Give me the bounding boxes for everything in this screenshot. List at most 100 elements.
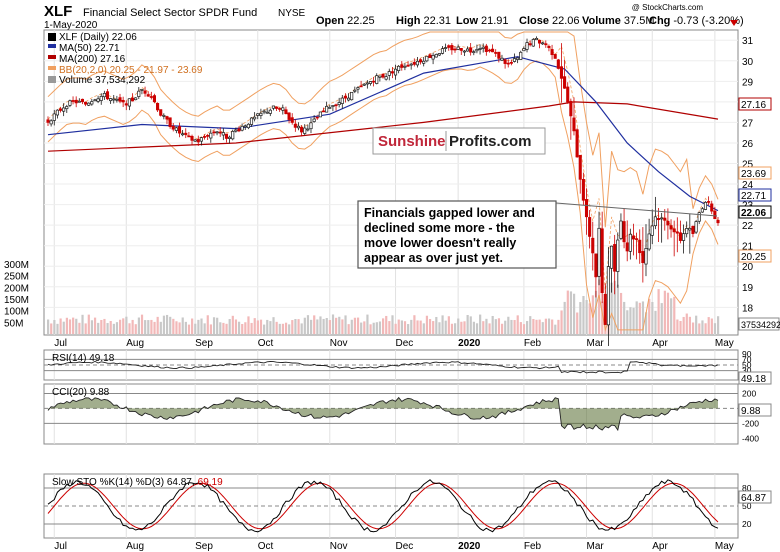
tag-bb-upper-text: 23.69 (741, 169, 766, 180)
volume-bar-213 (713, 323, 717, 334)
candle-body-37 (162, 114, 166, 117)
x-label-bottom-10: May (715, 541, 734, 552)
volume-bar-119 (419, 320, 422, 334)
candle-body-138 (478, 48, 482, 50)
candle-body-159 (544, 43, 548, 46)
x-label-top-10: May (715, 338, 734, 349)
tag-close-text: 22.06 (741, 208, 766, 219)
xlf-swatch (48, 33, 56, 41)
candle-body-204 (685, 228, 689, 235)
volume-bar-38 (165, 314, 169, 334)
low-label: Low (456, 15, 478, 27)
candle-body-5 (62, 107, 66, 112)
price-tick-13: 18 (742, 303, 754, 314)
candle-body-201 (675, 231, 679, 234)
candle-body-118 (415, 60, 419, 66)
tag-volume (738, 317, 780, 331)
volume-bar-121 (425, 315, 429, 334)
candle-body-26 (127, 98, 131, 107)
sto-tag (738, 490, 772, 504)
volume-bar-110 (391, 315, 394, 334)
volume-bar-26 (128, 323, 131, 334)
candle-body-2 (52, 113, 56, 121)
candle-body-31 (143, 90, 147, 94)
volume-bar-35 (156, 316, 159, 334)
volume-bar-212 (710, 318, 713, 334)
volume-tick-1: 250M (4, 272, 29, 283)
ma200-line (47, 101, 719, 152)
candle-body-203 (682, 233, 686, 241)
candle-body-185 (625, 242, 629, 252)
volume-bar-152 (522, 324, 526, 334)
candle-body-160 (547, 45, 551, 48)
candle-body-79 (293, 123, 297, 128)
candle-body-122 (428, 54, 432, 58)
volume-bar-185 (626, 310, 629, 334)
volume-bar-99 (356, 317, 360, 334)
volume-bar-158 (541, 322, 544, 334)
price-tick-9: 22 (742, 221, 754, 232)
volume-bar-20 (109, 320, 112, 334)
volume-bar-83 (306, 315, 310, 334)
rsi-line (47, 360, 719, 374)
x-label-top-9: Apr (652, 338, 668, 349)
volume-bar-191 (644, 312, 648, 334)
tag-volume-text: 37534292 (741, 320, 780, 330)
candle-body-191 (644, 248, 648, 265)
volume-bar-88 (322, 318, 325, 334)
volume-bar-10 (78, 322, 81, 334)
volume-bar-1 (50, 323, 53, 334)
volume-bar-139 (482, 321, 485, 334)
candle-body-99 (356, 87, 360, 90)
candle-body-193 (650, 225, 654, 236)
x-label-top-1: Aug (126, 338, 144, 349)
candle-body-186 (628, 233, 632, 252)
volume-bar-42 (178, 322, 181, 334)
volume-tick-5: 50M (4, 318, 23, 329)
candle-body-182 (616, 239, 620, 272)
candle-body-70 (265, 111, 269, 114)
volume-tick-4: 100M (4, 307, 29, 318)
ma50-swatch (48, 44, 56, 48)
volume-bar-165 (563, 301, 566, 334)
open-label: Open (316, 15, 344, 27)
candle-body-54 (215, 131, 219, 134)
volume-bar-84 (309, 319, 313, 334)
volume-bar-77 (288, 324, 291, 334)
volume-bar-2 (53, 320, 56, 334)
volume-bar-63 (244, 322, 247, 334)
candle-body-33 (149, 96, 153, 98)
volume-bar-64 (247, 316, 250, 334)
high-label: High (396, 15, 421, 27)
price-tick-11: 20 (742, 262, 754, 273)
volume-bar-181 (613, 280, 616, 334)
volume-bar-167 (569, 291, 573, 334)
sto-label-d: 69.19 (198, 477, 223, 488)
volume-bar-96 (347, 324, 350, 334)
rsi-tick-0: 90 (742, 349, 752, 359)
x-label-top-5: Dec (396, 338, 414, 349)
volume-bar-118 (416, 320, 419, 334)
volume-bar-75 (281, 323, 285, 334)
x-label-top-6: 2020 (458, 338, 481, 349)
volume-bar-143 (494, 319, 497, 334)
cci-tick-3: -400 (742, 433, 759, 443)
rsi-tag (738, 371, 772, 385)
candle-body-53 (212, 131, 216, 134)
candle-body-21 (112, 98, 116, 101)
candle-body-74 (278, 108, 282, 110)
price-tick-4: 27 (742, 118, 754, 129)
candle-body-197 (663, 217, 667, 221)
candle-body-10 (77, 100, 81, 103)
volume-bar-180 (610, 282, 613, 334)
tag-ma50-text: 22.71 (741, 191, 766, 202)
candle-body-174 (591, 237, 595, 254)
candle-body-210 (703, 201, 708, 210)
volume-bar-157 (538, 319, 541, 334)
price-tick-0: 31 (742, 36, 754, 47)
volume-bar-166 (566, 290, 569, 334)
volume-bar-112 (397, 319, 400, 334)
volume-bar-137 (475, 323, 479, 334)
volume-bar-81 (300, 323, 303, 334)
